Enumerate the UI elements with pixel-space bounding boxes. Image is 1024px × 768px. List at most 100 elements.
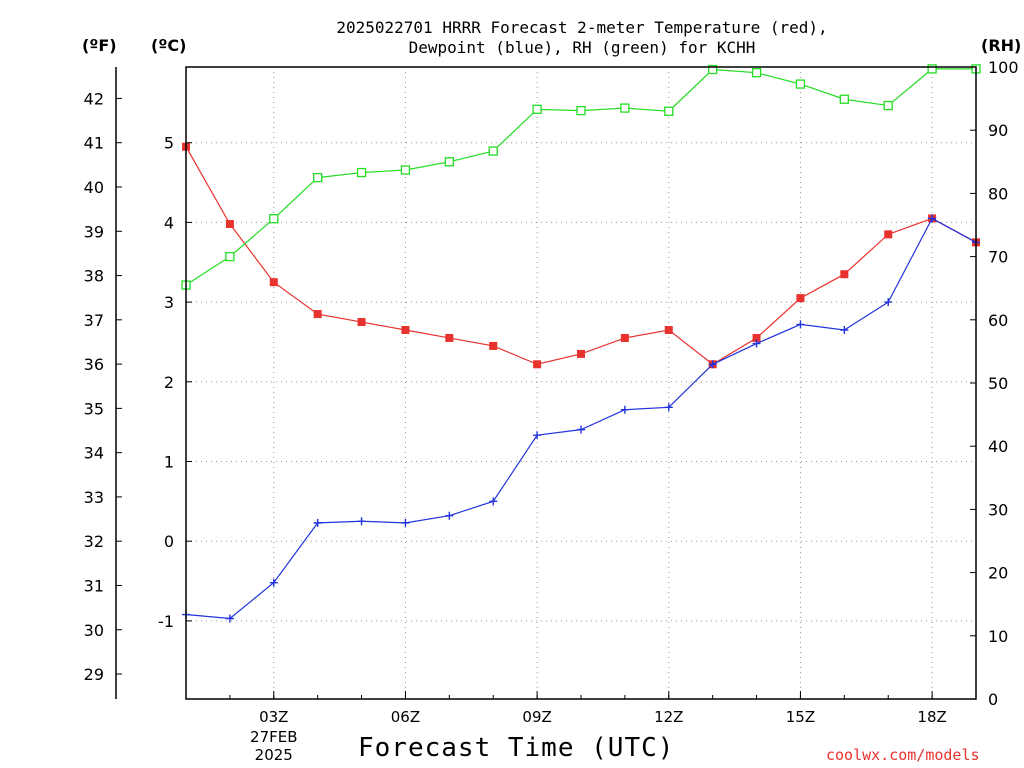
temperature-point: [664, 326, 673, 335]
dewpoint-point: [445, 511, 454, 520]
temperature-point: [533, 360, 542, 369]
x-tick-label: 03Z: [259, 708, 288, 726]
chart-title-line1: 2025022701 HRRR Forecast 2-meter Tempera…: [336, 18, 828, 37]
fahrenheit-tick-label: 31: [84, 576, 104, 595]
dewpoint-point: [577, 425, 585, 434]
fahrenheit-tick-label: 36: [84, 355, 104, 374]
rh-tick-label: 70: [988, 248, 1008, 267]
celsius-tick-label: 1: [164, 453, 174, 472]
dewpoint-point: [269, 578, 278, 587]
rh-point: [883, 100, 893, 111]
temperature-point: [840, 270, 849, 279]
x-tick-label: 06Z: [391, 708, 420, 726]
credit-link[interactable]: coolwx.com/models: [826, 746, 980, 764]
celsius-tick-label: -1: [158, 612, 174, 631]
celsius-tick-label: 5: [164, 134, 174, 153]
rh-point: [839, 94, 849, 104]
temperature-line: [185, 146, 977, 365]
dewpoint-point: [796, 320, 805, 329]
rh-point: [356, 167, 367, 178]
temperature-point: [620, 333, 629, 342]
dewpoint-point: [884, 298, 893, 307]
grid-lines: [186, 67, 976, 699]
temperature-point: [445, 333, 454, 342]
dewpoint-point: [533, 431, 542, 440]
fahrenheit-tick-label: 33: [84, 488, 104, 507]
rh-tick-label: 20: [988, 564, 1008, 583]
rh-unit-label: (RH): [981, 36, 1022, 55]
rh-point: [532, 104, 542, 114]
fahrenheit-tick-label: 35: [84, 399, 104, 418]
fahrenheit-tick-label: 30: [84, 621, 104, 640]
dewpoint-point: [708, 360, 717, 369]
fahrenheit-tick-label: 41: [84, 134, 104, 153]
celsius-tick-label: 3: [164, 293, 174, 312]
x-tick-sublabel-year: 2025: [255, 746, 293, 764]
fahrenheit-tick-label: 42: [84, 89, 104, 108]
temperature-point: [269, 278, 278, 287]
fahrenheit-tick-label: 32: [84, 532, 104, 551]
rh-point: [576, 105, 586, 116]
fahrenheit-tick-label: 39: [84, 222, 104, 241]
x-tick-label: 12Z: [654, 708, 683, 726]
rh-point: [444, 157, 454, 167]
chart-title-line2: Dewpoint (blue), RH (green) for KCHH: [408, 38, 756, 57]
dewpoint-point: [840, 326, 849, 335]
fahrenheit-unit-label: (ºF): [82, 36, 117, 55]
dewpoint-point: [489, 497, 498, 506]
temperature-point: [796, 294, 805, 303]
rh-point: [225, 251, 235, 262]
rh-point: [708, 64, 718, 75]
fahrenheit-tick-label: 40: [84, 178, 104, 197]
rh-point: [269, 214, 279, 224]
rh-tick-label: 80: [988, 184, 1008, 203]
dewpoint-point: [225, 614, 234, 623]
x-tick-label: 15Z: [786, 708, 815, 726]
rh-tick-label: 30: [988, 500, 1008, 519]
fahrenheit-tick-label: 38: [84, 267, 104, 286]
dewpoint-point: [752, 339, 761, 348]
rh-point: [313, 172, 323, 183]
rh-tick-label: 100: [988, 58, 1019, 77]
celsius-unit-label: (ºC): [151, 36, 187, 55]
rh-point: [664, 106, 674, 116]
dewpoint-line: [185, 217, 977, 620]
x-axis-title: Forecast Time (UTC): [358, 733, 675, 763]
dewpoint-point: [401, 518, 410, 527]
rh-point: [795, 79, 806, 89]
temperature-point: [401, 326, 410, 335]
dewpoint-point: [357, 517, 366, 526]
celsius-tick-label: 2: [164, 373, 174, 392]
temperature-point: [225, 220, 234, 229]
dewpoint-point: [664, 403, 673, 412]
temperature-point: [577, 349, 585, 358]
rh-point: [927, 64, 937, 74]
celsius-tick-label: 4: [164, 213, 174, 232]
temperature-point: [489, 341, 498, 350]
fahrenheit-tick-label: 29: [84, 665, 104, 684]
dewpoint-point: [313, 518, 322, 527]
rh-point: [400, 165, 411, 175]
dewpoint-point: [928, 214, 937, 223]
x-tick-label: 18Z: [917, 708, 946, 726]
rh-point: [488, 146, 498, 156]
temperature-point: [313, 310, 322, 319]
x-tick-label: 09Z: [522, 708, 551, 726]
plot-border: [185, 66, 977, 700]
rh-point: [751, 68, 762, 78]
x-tick-sublabel-date: 27FEB: [250, 728, 297, 746]
celsius-tick-label: 0: [164, 532, 174, 551]
temperature-point: [884, 230, 893, 239]
rh-line: [185, 68, 976, 286]
fahrenheit-tick-label: 34: [84, 444, 104, 463]
temperature-point: [357, 318, 366, 327]
rh-tick-label: 90: [988, 121, 1008, 140]
rh-point: [620, 103, 630, 113]
rh-tick-label: 10: [988, 627, 1008, 646]
rh-tick-label: 40: [988, 437, 1008, 456]
rh-tick-label: 50: [988, 374, 1008, 393]
series-layer: [181, 64, 981, 623]
rh-tick-label: 0: [988, 690, 998, 709]
